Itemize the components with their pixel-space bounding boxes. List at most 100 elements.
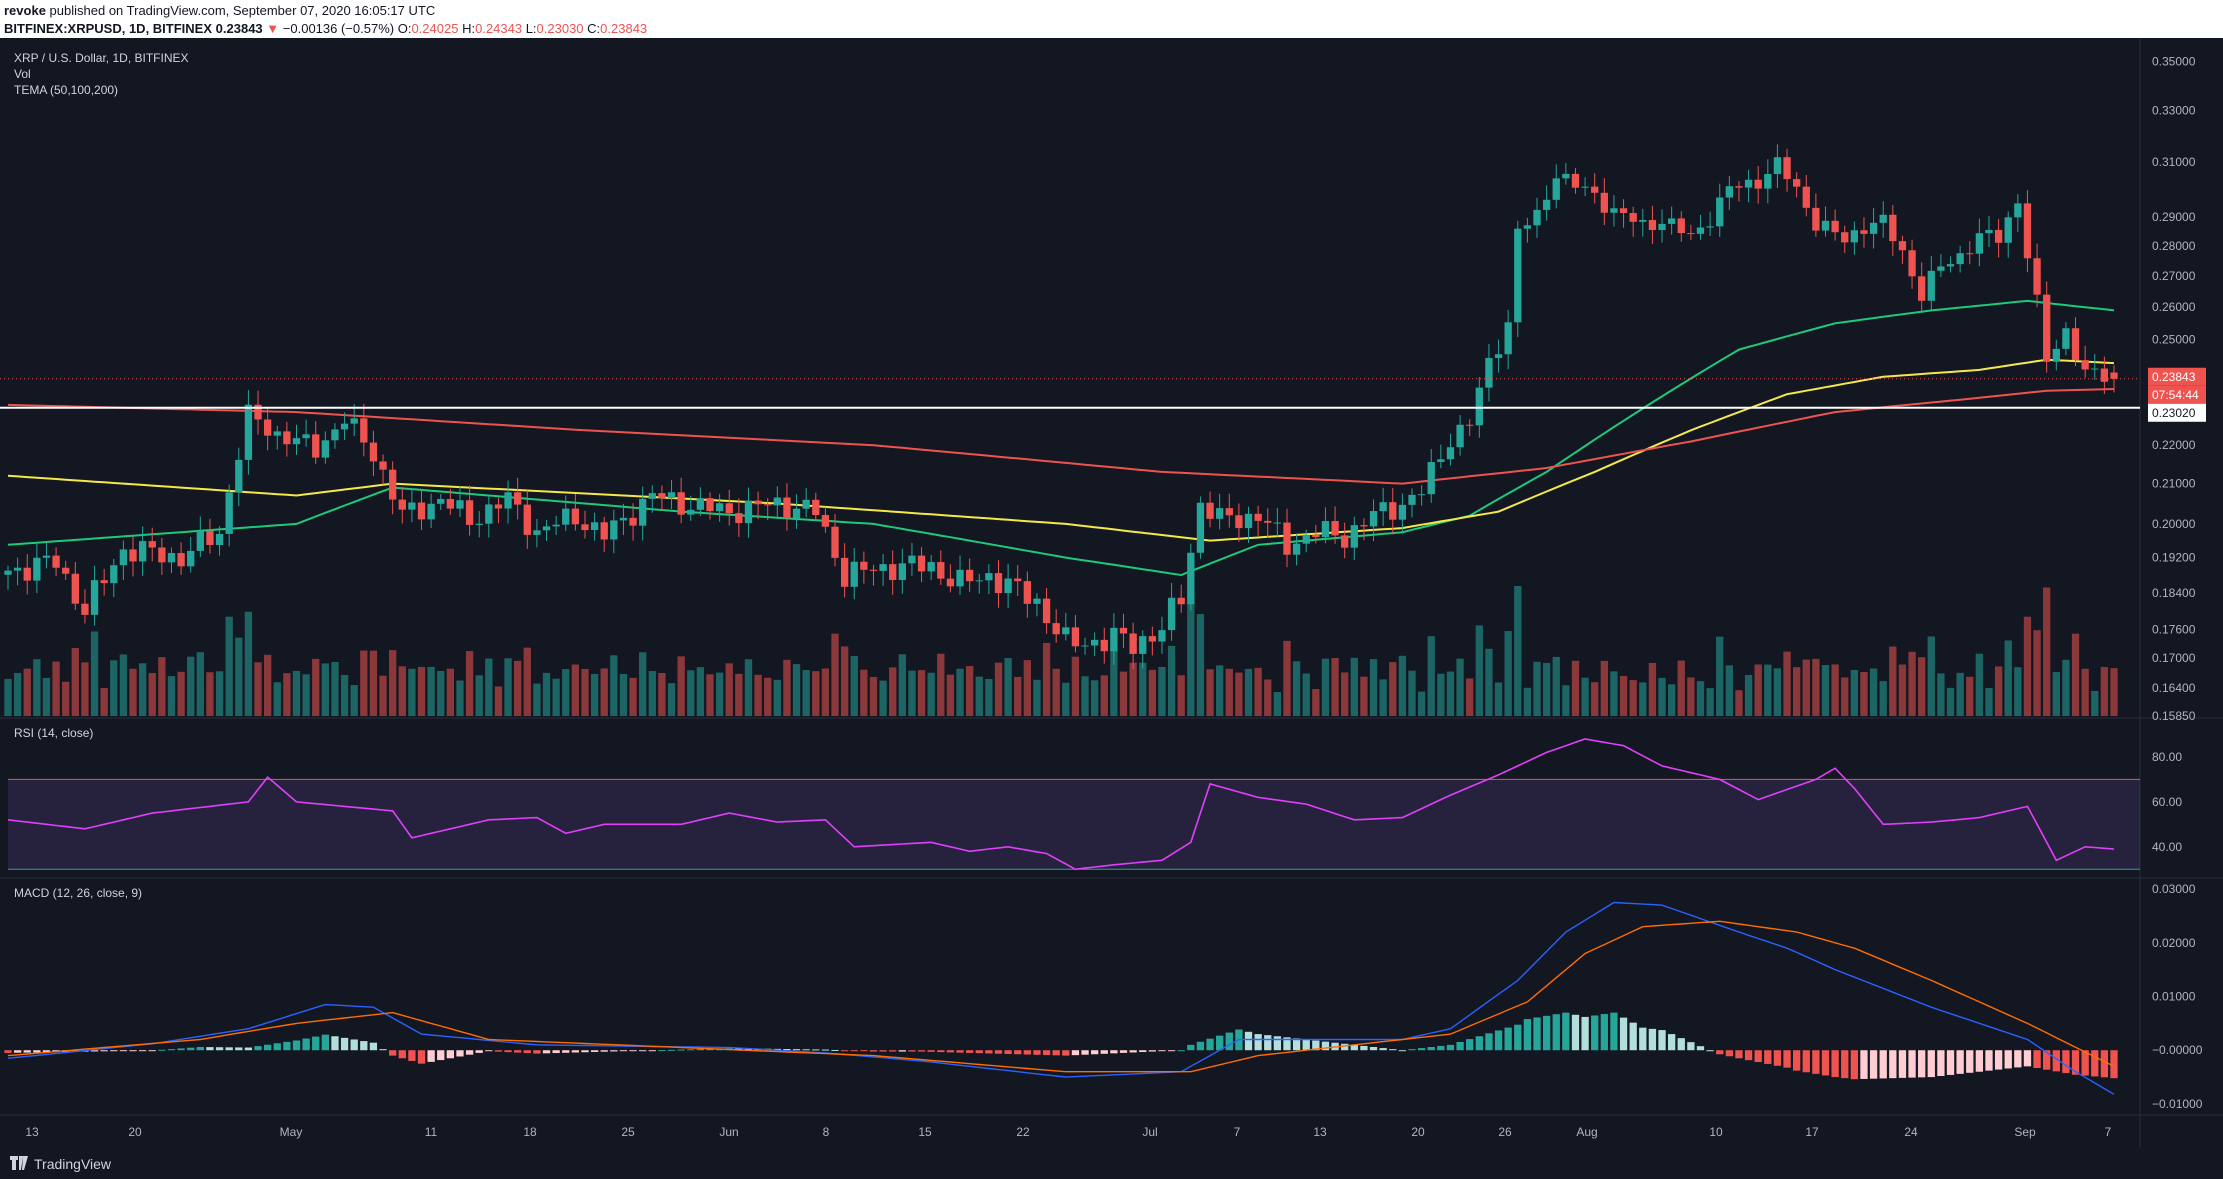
volume-bar	[1466, 678, 1474, 716]
candle-body	[1062, 627, 1070, 635]
candle-body	[504, 492, 512, 509]
candle-body	[562, 508, 570, 525]
countdown-badge: 07:54:44	[2152, 388, 2199, 402]
macd-hist-bar	[956, 1050, 964, 1053]
chart-canvas[interactable]: 0.35000 0.33000 0.31000 0.29000 0.28000 0.270…	[0, 38, 2223, 1148]
volume-bar	[831, 633, 839, 716]
candle-body	[821, 514, 830, 527]
macd-hist-bar	[1629, 1022, 1637, 1051]
volume-bar	[446, 668, 455, 716]
macd-hist-bar	[687, 1049, 695, 1051]
volume-bar	[1946, 687, 1955, 716]
volume-bar	[2071, 633, 2080, 716]
macd-hist-bar	[1360, 1045, 1368, 1051]
candle-body	[1071, 627, 1080, 647]
candle-body	[1389, 502, 1397, 520]
publisher-name[interactable]: revoke	[4, 3, 46, 18]
macd-hist-bar	[2081, 1050, 2089, 1076]
macd-hist-bar	[244, 1047, 253, 1051]
volume-bar	[2100, 667, 2109, 716]
volume-bar	[1514, 586, 1522, 716]
candle-body	[879, 564, 887, 571]
macd-hist-bar	[2004, 1050, 2012, 1069]
published-text: published on TradingView.com, September …	[49, 3, 436, 18]
volume-bar	[869, 676, 878, 716]
volume-bar	[1898, 664, 1907, 716]
macd-hist-bar	[1879, 1050, 1887, 1079]
volume-bar	[946, 674, 955, 716]
macd-hist-bar	[581, 1050, 589, 1053]
macd-hist-bar	[456, 1050, 464, 1057]
macd-hist-bar	[110, 1050, 118, 1052]
macd-hist-bar	[1677, 1038, 1685, 1051]
candle-body	[1793, 179, 1801, 187]
footer-brand[interactable]: TradingView	[34, 1156, 112, 1172]
macd-hist-bar	[1850, 1050, 1859, 1080]
volume-bar	[706, 674, 714, 716]
macd-hist-bar	[1985, 1050, 1993, 1071]
candle-body	[2004, 217, 2012, 243]
volume-bar	[1475, 625, 1483, 716]
macd-hist-bar	[2033, 1050, 2041, 1069]
candle-body	[1033, 598, 1041, 604]
volume-bar	[1427, 636, 1435, 716]
macd-hist-bar	[1321, 1041, 1330, 1051]
macd-hist-bar	[1446, 1044, 1455, 1051]
time-tick-14: 26	[1498, 1125, 1512, 1139]
rsi-label: RSI (14, close)	[14, 726, 93, 740]
candle-body	[158, 547, 166, 563]
candle-body	[1725, 186, 1733, 198]
candle-body	[1273, 522, 1282, 524]
volume-bar	[1408, 670, 1416, 716]
volume-bar	[1860, 672, 1868, 716]
candle-body	[1994, 229, 2003, 243]
volume-bar	[206, 672, 214, 716]
time-tick-6: Jun	[719, 1125, 738, 1139]
macd-hist-bar	[158, 1049, 166, 1051]
macd-hist-bar	[1754, 1050, 1762, 1063]
time-tick-4: 18	[523, 1125, 537, 1139]
candle-body	[937, 562, 945, 579]
candle-body	[1937, 266, 1945, 271]
candle-body	[71, 573, 79, 604]
macd-hist-bar	[100, 1050, 108, 1052]
volume-bar	[1889, 646, 1897, 716]
candle-body	[696, 498, 705, 510]
macd-hist-bar	[1619, 1017, 1628, 1051]
candle-body	[802, 499, 810, 509]
price-tick-14: 0.17000	[2152, 651, 2196, 665]
macd-hist-bar	[1869, 1050, 1878, 1079]
candle-body	[1302, 534, 1310, 544]
macd-hist-bar	[1110, 1050, 1118, 1054]
volume-bar	[494, 686, 503, 716]
volume-bar	[783, 659, 791, 716]
candle-body	[1196, 502, 1205, 553]
volume-bar	[965, 666, 974, 716]
macd-hist-bar	[889, 1050, 897, 1052]
candle-body	[1350, 525, 1358, 548]
candle-body	[1783, 157, 1791, 180]
volume-bar	[696, 667, 705, 716]
volume-bar	[1927, 636, 1935, 716]
volume-bar	[629, 677, 637, 716]
macd-hist-bar	[129, 1050, 137, 1052]
macd-hist-bar	[138, 1050, 147, 1052]
macd-hist-bar	[542, 1050, 551, 1054]
time-tick-13: 20	[1411, 1125, 1425, 1139]
volume-bar	[1350, 657, 1358, 716]
candle-body	[1437, 459, 1445, 463]
volume-bar	[138, 663, 147, 716]
candle-body	[581, 524, 589, 531]
volume-bar	[148, 673, 156, 716]
candle-body	[571, 508, 580, 525]
candle-body	[2091, 368, 2099, 370]
volume-bar	[937, 653, 945, 716]
volume-bar	[1821, 664, 1830, 716]
macd-hist-bar	[360, 1041, 368, 1051]
volume-bar	[1014, 676, 1022, 716]
volume-bar	[1225, 668, 1233, 716]
macd-hist-bar	[1119, 1050, 1128, 1053]
candle-body	[1677, 218, 1685, 234]
rsi-tick-0: 80.00	[2152, 750, 2182, 764]
volume-bar	[1764, 664, 1772, 716]
